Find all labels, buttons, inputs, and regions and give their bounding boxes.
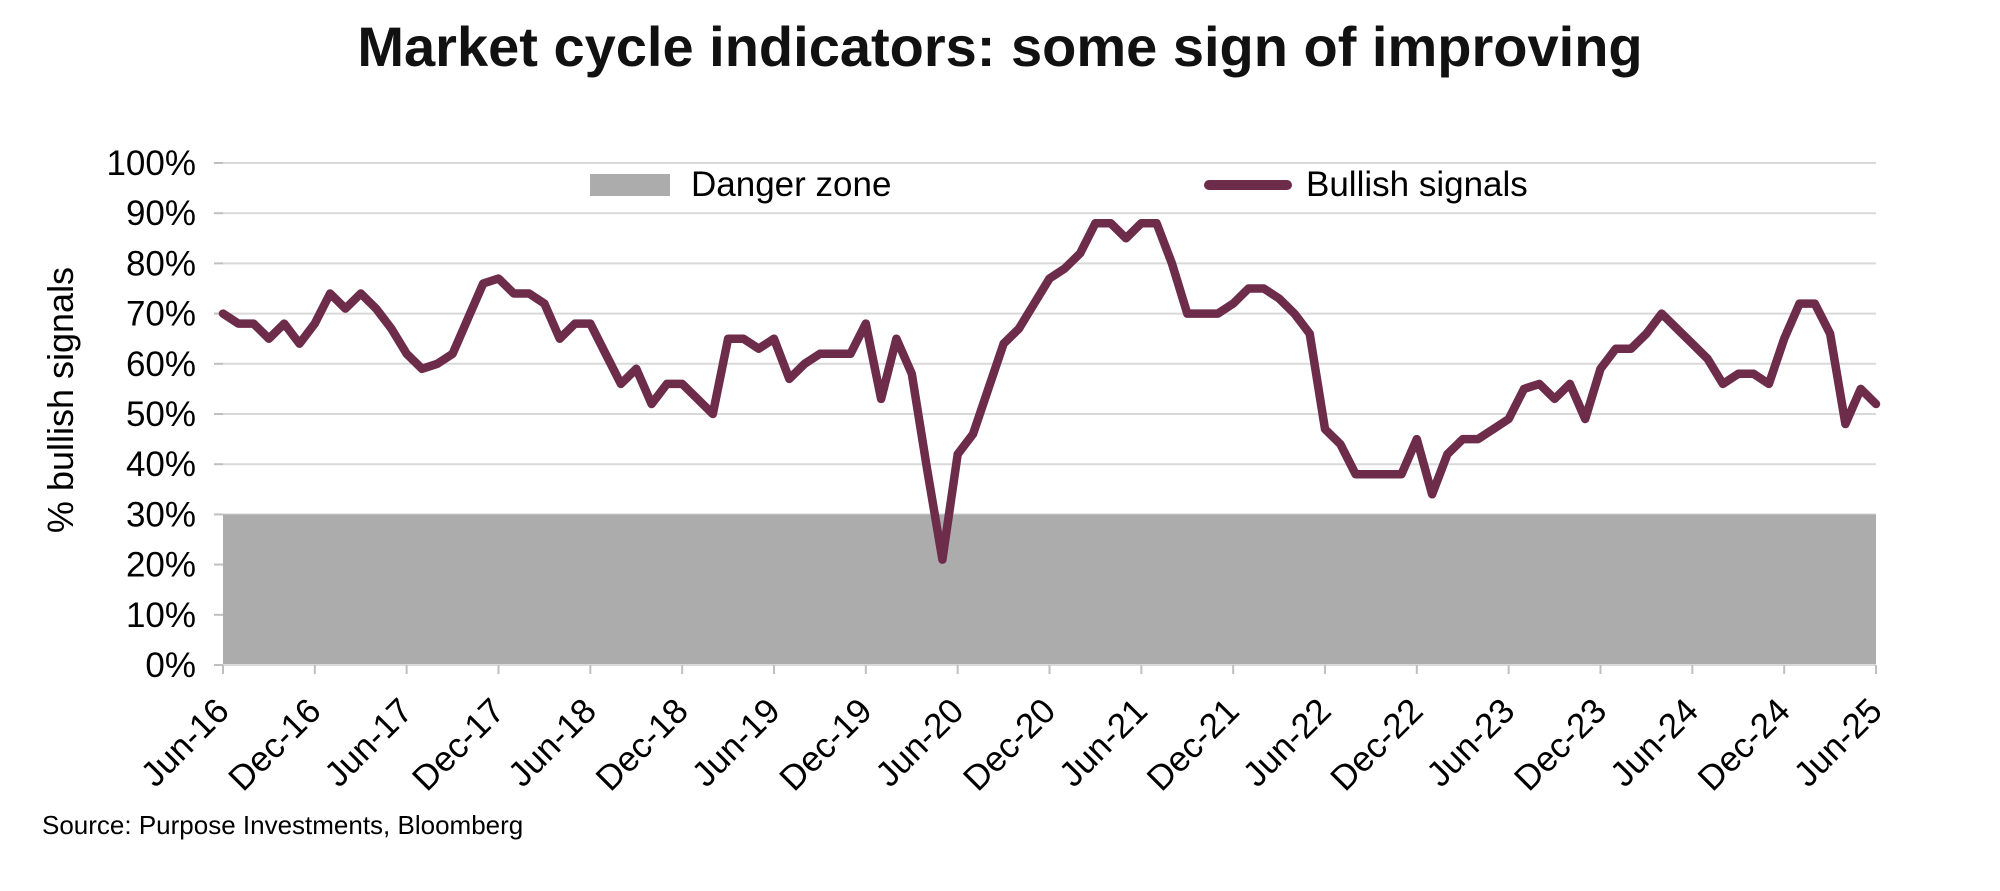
source-note: Source: Purpose Investments, Bloomberg [42,810,524,840]
x-tick-label: Dec-22 [1323,691,1430,798]
x-tick-label: Dec-19 [772,691,879,798]
y-tick-label: 0% [145,646,196,685]
x-tick-label: Jun-18 [501,691,604,794]
y-tick-label: 10% [126,596,196,635]
x-tick-label: Jun-22 [1235,691,1338,794]
x-tick-label: Dec-23 [1507,691,1614,798]
legend-danger-label: Danger zone [691,165,892,204]
x-tick-label: Dec-17 [405,691,512,798]
x-tick-label: Jun-17 [317,691,420,794]
y-tick-label: 70% [126,295,196,334]
x-tick-label: Dec-16 [221,691,328,798]
y-tick-label: 20% [126,546,196,585]
x-tick-label: Jun-23 [1419,691,1522,794]
x-tick-label: Jun-16 [133,691,236,794]
x-tick-label: Dec-21 [1139,691,1246,798]
y-tick-label: 100% [106,144,196,183]
x-tick-label: Jun-25 [1786,691,1889,794]
x-tick-label: Dec-18 [588,691,695,798]
legend-item-bullish-signals: Bullish signals [1204,163,1528,207]
x-tick-label: Jun-21 [1052,691,1155,794]
x-tick-label: Dec-24 [1690,691,1797,798]
y-tick-label: 90% [126,194,196,233]
danger-zone-band [223,514,1876,665]
y-tick-label: 30% [126,495,196,534]
y-tick-label: 40% [126,445,196,484]
x-tick-label: Jun-19 [684,691,787,794]
y-tick-label: 80% [126,244,196,283]
chart-title: Market cycle indicators: some sign of im… [357,15,1643,78]
y-tick-label: 50% [126,395,196,434]
x-tick-label: Jun-20 [868,691,971,794]
bullish-signals-swatch-icon [1204,180,1292,190]
legend-item-danger-zone: Danger zone [590,163,891,207]
bullish-signals-line [218,218,1881,564]
danger-zone-swatch-icon [590,174,670,196]
legend-bullish-label: Bullish signals [1306,165,1528,204]
x-tick-label: Dec-20 [956,691,1063,798]
x-tick-label: Jun-24 [1603,691,1706,794]
y-tick-label: 60% [126,345,196,384]
